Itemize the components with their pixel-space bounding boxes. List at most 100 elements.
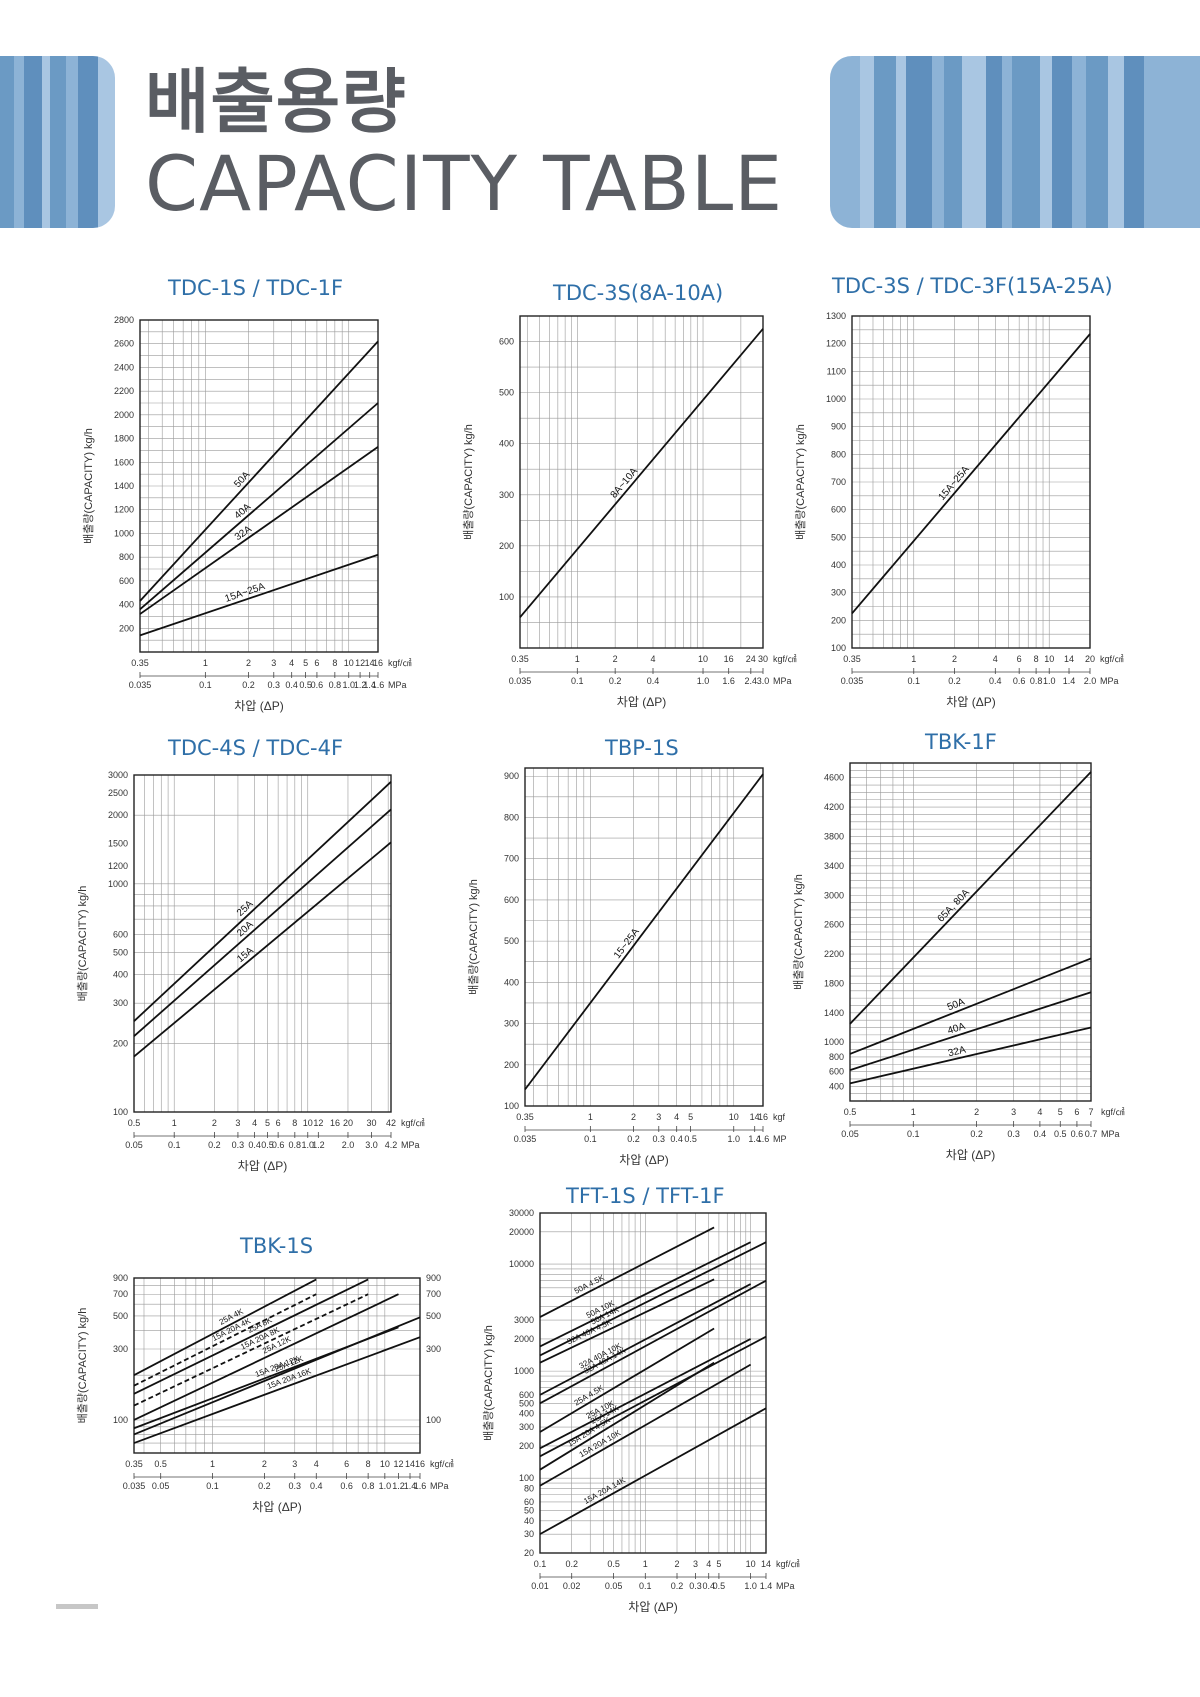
y-tick-label: 400 (499, 439, 514, 449)
x-tick-label-kgf: 10 (344, 658, 354, 668)
x-tick-label-kgf: 2 (952, 654, 957, 664)
y-tick-label: 2200 (114, 386, 134, 396)
x-tick-label-kgf: 16 (724, 654, 734, 664)
header-stripe (24, 56, 42, 228)
y-tick-label: 400 (504, 977, 519, 987)
x-tick-label-mpa: 0.2 (242, 680, 255, 690)
x-tick-label-kgf: 14 (365, 658, 375, 668)
x-tick-label-mpa: 0.5 (1054, 1129, 1067, 1139)
x-tick-label-kgf: 20 (343, 1118, 353, 1128)
y-axis-title: 배출량(CAPACITY) kg/h (467, 879, 480, 995)
x-tick-label-mpa: 0.035 (123, 1481, 146, 1491)
x-tick-label-kgf: 2 (262, 1459, 267, 1469)
x-tick-label-kgf: 6 (1074, 1107, 1079, 1117)
x-tick-label-kgf: 16 (330, 1118, 340, 1128)
y-tick-label: 1600 (114, 457, 134, 467)
y-tick-label: 2400 (114, 362, 134, 372)
x-tick-label-kgf: 16 (373, 658, 383, 668)
x-tick-label-kgf: 8 (292, 1118, 297, 1128)
x-tick-label-kgf: 8 (366, 1459, 371, 1469)
x-tick-label-mpa: 0.5 (713, 1581, 726, 1591)
header-stripe (14, 56, 24, 228)
chart-tbp1s: 100 200 300 400 500 600 700 800 900 0.35 1 2 3 4 5 10 14… (467, 767, 787, 1167)
y-tick-label: 400 (519, 1409, 534, 1419)
y-tick-label: 1200 (108, 861, 128, 871)
x-unit-mpa: MPa (430, 1481, 449, 1491)
plot-frame (524, 767, 764, 1107)
x-unit-kgf: kgf/㎠ (401, 1118, 425, 1128)
y-tick-label-right: 500 (426, 1311, 441, 1321)
x-tick-label-kgf: 4 (650, 654, 655, 664)
x-tick-label-mpa: 1.6 (757, 1134, 770, 1144)
x-tick-label-mpa: 0.8 (362, 1481, 375, 1491)
y-tick-label: 1200 (826, 339, 846, 349)
x-unit-kgf: kgf/㎠ (773, 654, 797, 664)
header-band-left (0, 56, 115, 228)
x-tick-label-kgf: 10 (746, 1559, 756, 1569)
header-stripe (1012, 56, 1040, 228)
y-tick-label: 2000 (114, 410, 134, 420)
plot-frame (133, 1277, 421, 1454)
x-tick-label-kgf: 0.5 (844, 1107, 857, 1117)
x-tick-label-kgf: 20 (1085, 654, 1095, 664)
y-axis-title: 배출량(CAPACITY) kg/h (794, 424, 807, 540)
y-tick-label: 2200 (824, 949, 844, 959)
y-tick-label: 100 (831, 643, 846, 653)
y-tick-label: 800 (504, 812, 519, 822)
chart-title-tdc4s: TDC-4S / TDC-4F (168, 736, 344, 760)
x-tick-label-kgf: 2 (613, 654, 618, 664)
x-unit-kgf: kgf (773, 1112, 786, 1122)
y-tick-label: 4600 (824, 773, 844, 783)
series-line (133, 808, 392, 1037)
x-tick-label-kgf: 1 (575, 654, 580, 664)
x-tick-label-mpa: 0.2 (970, 1129, 983, 1139)
x-tick-label-kgf: 7 (1088, 1107, 1093, 1117)
x-tick-label-mpa: 0.3 (1007, 1129, 1020, 1139)
y-tick-label: 1800 (824, 978, 844, 988)
y-tick-label: 3800 (824, 831, 844, 841)
header-stripe (962, 56, 986, 228)
x-tick-label-kgf: 1 (203, 658, 208, 668)
series-label: 15A 20A 14K (582, 1475, 627, 1506)
header-band-right (830, 56, 1200, 228)
x-tick-label-kgf: 2 (212, 1118, 217, 1128)
x-unit-mpa: MPa (401, 1140, 420, 1150)
y-tick-label: 400 (119, 600, 134, 610)
x-tick-label-mpa: 0.4 (647, 676, 660, 686)
y-tick-label: 40 (524, 1516, 534, 1526)
x-tick-label-kgf: 6 (1017, 654, 1022, 664)
x-tick-label-kgf: 0.1 (534, 1559, 547, 1569)
series-line (519, 328, 764, 618)
x-tick-label-kgf: 16 (758, 1112, 768, 1122)
chart-title-tdc3s: TDC-3S(8A-10A) (553, 281, 724, 305)
x-tick-label-mpa: 0.4 (248, 1140, 261, 1150)
y-tick-label: 400 (829, 1081, 844, 1091)
y-tick-label: 200 (519, 1441, 534, 1451)
x-tick-label-mpa: 2.4 (745, 676, 758, 686)
y-tick-label: 100 (113, 1415, 128, 1425)
chart-title-tft1s: TFT-1S / TFT-1F (566, 1184, 725, 1208)
series-label: 50A (232, 469, 252, 490)
series-line (133, 781, 392, 1022)
x-unit-mpa: MPa (1100, 676, 1119, 686)
x-unit-kgf: kgf/㎠ (430, 1459, 454, 1469)
x-tick-label-mpa: 0.5 (299, 680, 312, 690)
series-label: 8A~10A (609, 466, 641, 501)
x-axis-title: 차압 (ΔP) (946, 695, 995, 709)
x-tick-label-mpa: 0.2 (627, 1134, 640, 1144)
y-tick-label: 200 (504, 1060, 519, 1070)
y-tick-label: 300 (504, 1019, 519, 1029)
series-label: 15A~25A (224, 581, 267, 605)
header-stripe (874, 56, 896, 228)
x-tick-label-kgf: 10 (729, 1112, 739, 1122)
x-tick-label-mpa: 0.4 (285, 680, 298, 690)
y-tick-label: 600 (829, 1067, 844, 1077)
header-stripe (830, 56, 860, 228)
x-tick-label-mpa: 1.4 (760, 1581, 773, 1591)
series-line (133, 1293, 317, 1387)
header-stripe (1086, 56, 1108, 228)
y-tick-label: 30000 (509, 1208, 534, 1218)
x-axis-title: 차압 (ΔP) (238, 1159, 287, 1173)
x-tick-label-mpa: 0.5 (261, 1140, 274, 1150)
